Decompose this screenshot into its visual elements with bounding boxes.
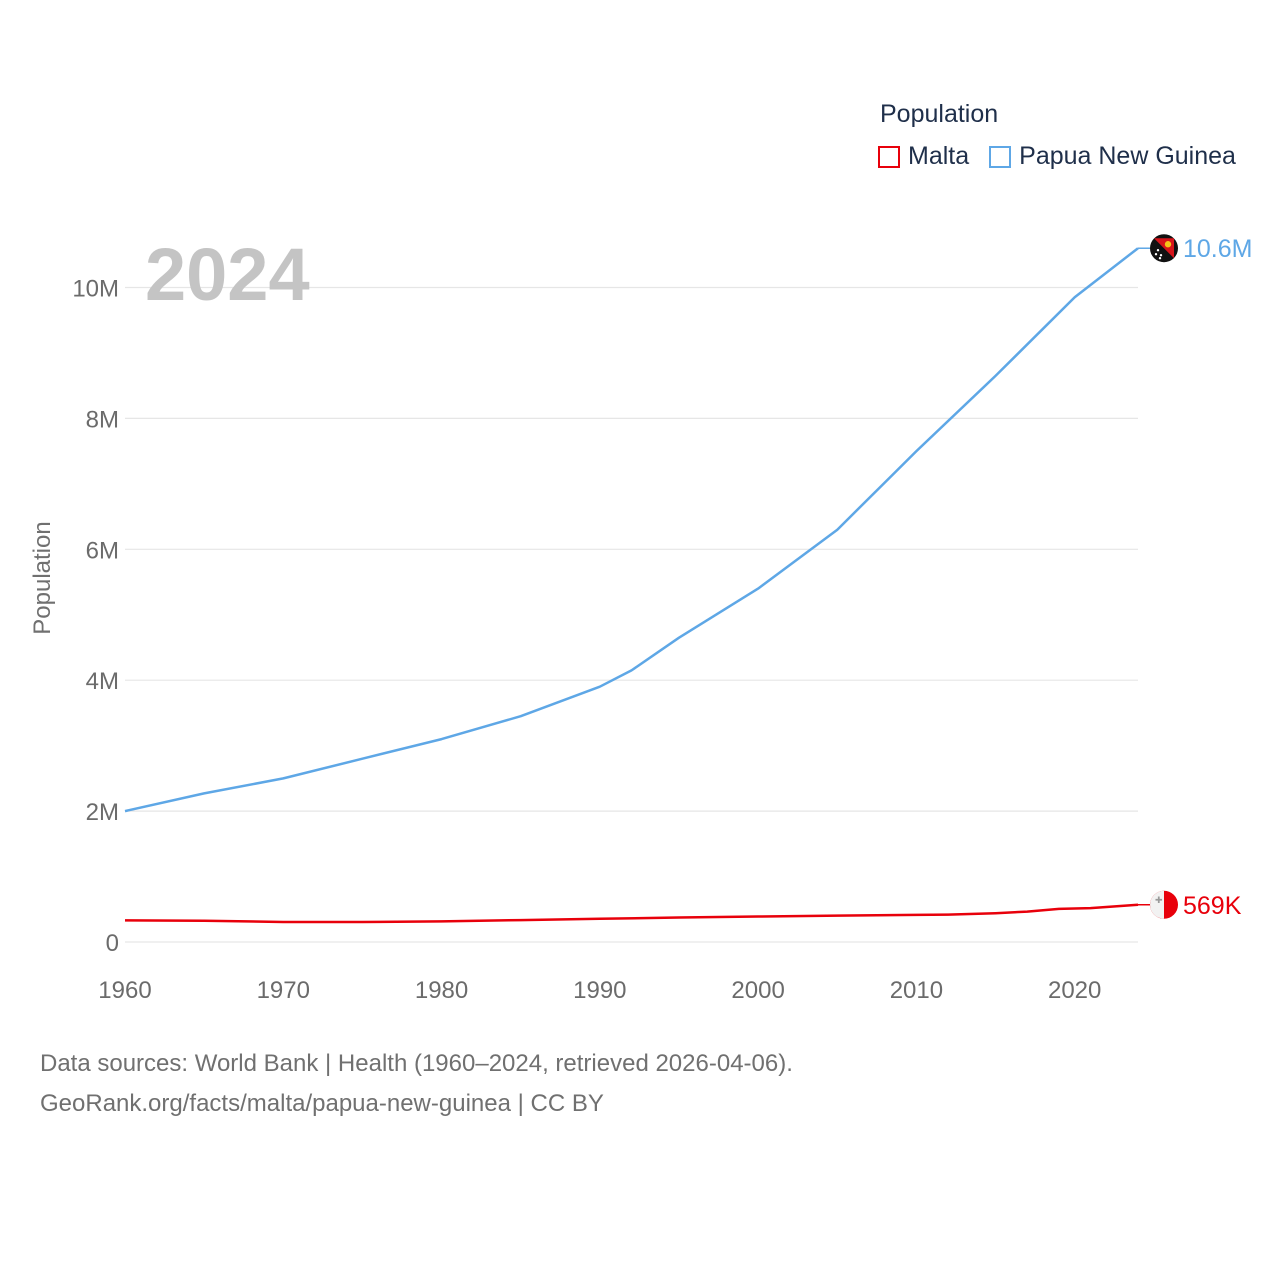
legend-item-malta[interactable]: Malta	[878, 142, 969, 171]
series-lines	[124, 247, 1139, 924]
x-tick-label: 2020	[1048, 977, 1101, 1004]
x-tick-label: 1960	[98, 977, 151, 1004]
y-tick-label: 6M	[86, 537, 119, 564]
x-tick-label: 2000	[731, 977, 784, 1004]
x-tick-label: 1980	[415, 977, 468, 1004]
source-line-1: Data sources: World Bank | Health (1960–…	[40, 1050, 793, 1077]
legend: Malta Papua New Guinea	[878, 142, 1256, 171]
y-tick-label: 10M	[72, 276, 119, 303]
y-tick-label: 8M	[86, 406, 119, 433]
end-value-label-papua-new-guinea: 10.6M	[1183, 235, 1252, 263]
y-axis-title: Population	[29, 521, 56, 634]
x-axis-ticks: 1960 1970 1980 1990 2000 2010 2020	[98, 977, 1101, 1004]
y-tick-label: 0	[106, 930, 119, 957]
y-tick-label: 4M	[86, 668, 119, 695]
x-tick-label: 2010	[890, 977, 943, 1004]
legend-item-papua-new-guinea[interactable]: Papua New Guinea	[989, 142, 1236, 171]
legend-title: Population	[880, 100, 999, 128]
legend-label-malta: Malta	[908, 142, 970, 170]
svg-text:✚: ✚	[1155, 896, 1163, 906]
end-value-label-malta: 569K	[1183, 892, 1242, 920]
y-axis-ticks: 0 2M 4M 6M 8M 10M	[72, 276, 119, 958]
data-sources: Data sources: World Bank | Health (1960–…	[40, 1044, 793, 1124]
x-tick-label: 1990	[573, 977, 626, 1004]
legend-swatch-malta	[878, 145, 900, 168]
year-watermark: 2024	[145, 233, 310, 316]
legend-swatch-papua-new-guinea	[989, 145, 1012, 168]
x-tick-label: 1970	[257, 977, 310, 1004]
grid-lines	[125, 286, 1138, 943]
series-line-malta[interactable]	[124, 903, 1139, 924]
flag-icon-papua-new-guinea	[1150, 234, 1178, 263]
flag-icon-malta: ✚	[1150, 890, 1178, 919]
series-line-papua-new-guinea[interactable]	[124, 247, 1139, 813]
legend-label-papua-new-guinea: Papua New Guinea	[1019, 142, 1236, 170]
y-tick-label: 2M	[86, 799, 119, 826]
end-markers: 10.6M ✚ 569K	[1138, 234, 1252, 920]
source-line-2[interactable]: GeoRank.org/facts/malta/papua-new-guinea…	[40, 1090, 604, 1117]
